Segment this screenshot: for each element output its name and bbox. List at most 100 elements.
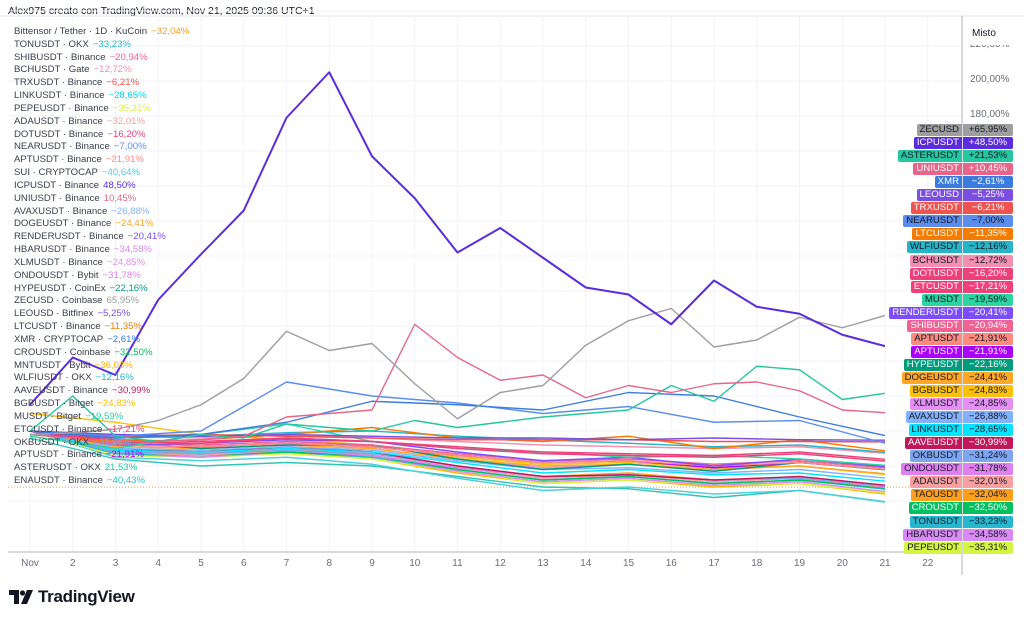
- legend-item[interactable]: OKBUSDT · OKX −31,24%: [14, 437, 189, 450]
- series-line-xmr: [29, 391, 886, 439]
- legend-item[interactable]: BCHUSDT · Gate −12,72%: [14, 64, 189, 77]
- legend-item[interactable]: SUI · CRYPTOCAP −40,64%: [14, 167, 189, 180]
- legend-change: −17,21%: [106, 423, 145, 435]
- price-label-symbol: XMR: [934, 176, 962, 189]
- legend-change: −20,41%: [127, 231, 166, 243]
- legend-item[interactable]: WLFIUSDT · OKX −12,16%: [14, 372, 189, 385]
- legend-item[interactable]: ICPUSDT · Binance 48,50%: [14, 180, 189, 193]
- x-tick-label: 8: [326, 558, 333, 569]
- legend-change: −12,72%: [93, 64, 132, 76]
- legend-item[interactable]: XMR · CRYPTOCAP −2,61%: [14, 334, 189, 347]
- legend-symbol: APTUSDT · Binance: [14, 449, 102, 461]
- x-tick-label: 14: [580, 558, 592, 569]
- price-label-value: −21,91%: [963, 332, 1013, 345]
- price-label-name: LTCUSDT: [912, 228, 962, 241]
- series-line-asterusdt: [29, 365, 886, 443]
- legend-item[interactable]: UNIUSDT · Binance 10,45%: [14, 193, 189, 206]
- legend-item[interactable]: ADAUSDT · Binance −32,01%: [14, 116, 189, 129]
- legend-item[interactable]: ZECUSD · Coinbase 65,95%: [14, 295, 189, 308]
- price-label-name: ETCUSDT: [910, 280, 962, 293]
- legend-item[interactable]: APTUSDT · Binance −21,91%: [14, 154, 189, 167]
- x-tick-label: Nov: [21, 558, 39, 569]
- legend-item[interactable]: ONDOUSDT · Bybit −31,78%: [14, 270, 189, 283]
- legend-item[interactable]: HYPEUSDT · CoinEx −22,16%: [14, 283, 189, 296]
- legend-item[interactable]: ENAUSDT · Binance −40,43%: [14, 475, 189, 488]
- legend-item[interactable]: HBARUSDT · Binance −34,58%: [14, 244, 189, 257]
- legend-symbol: HBARUSDT · Binance: [14, 244, 110, 256]
- x-tick-label: 9: [369, 558, 375, 569]
- price-label-value: −6,21%: [963, 202, 1013, 215]
- price-label-name: WLFIUSDT: [906, 241, 962, 254]
- legend-item[interactable]: LTCUSDT · Binance −11,35%: [14, 321, 189, 334]
- legend-item[interactable]: CROUSDT · Coinbase −32,50%: [14, 347, 189, 360]
- series-line-avaxusdt: [29, 430, 886, 479]
- x-tick-label: 6: [240, 558, 247, 569]
- legend-item[interactable]: MUSDT · Bitget −19,59%: [14, 411, 189, 424]
- legend-item[interactable]: DOGEUSDT · Binance −24,41%: [14, 218, 189, 231]
- series-line-linkusdt: [29, 430, 886, 482]
- legend-item[interactable]: MNTUSDT · Bybit −36,03%: [14, 360, 189, 373]
- legend-change: −16,20%: [107, 128, 146, 140]
- price-scale-mode[interactable]: Misto: [972, 28, 996, 39]
- legend-change: −28,65%: [108, 90, 147, 102]
- legend-symbol: BCHUSDT · Gate: [14, 64, 90, 76]
- legend-item[interactable]: LEOUSD · Bitfinex −5,25%: [14, 308, 189, 321]
- price-label-value: −30,99%: [963, 437, 1013, 450]
- price-label-value: +10,45%: [963, 163, 1013, 176]
- legend-change: −32,01%: [106, 115, 146, 127]
- legend-item[interactable]: Bittensor / Tether · 1D · KuCoin −32,04%: [14, 26, 189, 39]
- legend-symbol: SHIBUSDT · Binance: [14, 51, 106, 63]
- legend-item[interactable]: TONUSDT · OKX −33,23%: [14, 39, 189, 52]
- price-label-value: −32,04%: [963, 489, 1013, 502]
- x-tick-label: 18: [751, 558, 763, 569]
- legend-item[interactable]: NEARUSDT · Binance −7,00%: [14, 141, 189, 154]
- price-label-name: MUSDT: [921, 293, 962, 306]
- legend-symbol: AVAXUSDT · Binance: [14, 205, 108, 217]
- price-label-value: −20,41%: [963, 306, 1013, 319]
- tradingview-logo[interactable]: TradingView: [9, 587, 135, 607]
- x-tick-label: 12: [494, 558, 506, 569]
- x-tick-label: 4: [155, 558, 162, 569]
- legend-item[interactable]: AVAXUSDT · Binance −26,88%: [14, 206, 189, 219]
- legend: Bittensor / Tether · 1D · KuCoin −32,04% T…: [14, 26, 189, 488]
- price-label-value: −28,65%: [963, 424, 1013, 437]
- price-label-value: +21,53%: [963, 150, 1013, 163]
- legend-item[interactable]: RENDERUSDT · Binance −20,41%: [14, 231, 189, 244]
- price-label-name: ONDOUSDT: [901, 463, 962, 476]
- price-label-symbol: LTCUSDT: [912, 228, 962, 241]
- price-label-symbol: AAVEUSDT: [905, 437, 962, 450]
- price-label-symbol: TRXUSDT: [910, 202, 962, 215]
- price-label-value: −7,00%: [963, 215, 1013, 228]
- price-label-name: CROUSDT: [908, 502, 962, 515]
- legend-symbol: AAVEUSDT · Binance: [14, 385, 109, 397]
- price-label-name: BCHUSDT: [909, 254, 962, 267]
- legend-item[interactable]: AAVEUSDT · Binance −30,99%: [14, 385, 189, 398]
- x-tick-label: 13: [537, 558, 549, 569]
- price-label-name: XMR: [934, 176, 962, 189]
- legend-item[interactable]: DOTUSDT · Binance −16,20%: [14, 129, 189, 142]
- price-label-value: −17,21%: [963, 280, 1013, 293]
- x-tick-label: 5: [198, 558, 204, 569]
- legend-item[interactable]: APTUSDT · Binance −21,91%: [14, 449, 189, 462]
- legend-item[interactable]: TRXUSDT · Binance −6,21%: [14, 77, 189, 90]
- price-label-name: XLMUSDT: [910, 398, 962, 411]
- price-label-symbol: WLFIUSDT: [906, 241, 962, 254]
- x-tick-label: 3: [112, 558, 119, 569]
- price-label-name: APTUSDT: [911, 332, 962, 345]
- legend-symbol: ICPUSDT · Binance: [14, 179, 100, 191]
- series-line-etcusdt: [29, 430, 886, 462]
- legend-item[interactable]: SHIBUSDT · Binance −20,94%: [14, 52, 189, 65]
- legend-item[interactable]: LINKUSDT · Binance −28,65%: [14, 90, 189, 103]
- legend-change: −5,25%: [97, 308, 131, 320]
- legend-item[interactable]: XLMUSDT · Binance −24,85%: [14, 257, 189, 270]
- price-label-value: −2,61%: [963, 176, 1013, 189]
- legend-item[interactable]: ASTERUSDT · OKX 21,53%: [14, 462, 189, 475]
- price-label-symbol: TONUSDT: [909, 515, 962, 528]
- price-label-value: −12,72%: [963, 254, 1013, 267]
- legend-symbol: LINKUSDT · Binance: [14, 90, 105, 102]
- legend-item[interactable]: PEPEUSDT · Binance −35,31%: [14, 103, 189, 116]
- legend-item[interactable]: BGBUSDT · Bitget −24,83%: [14, 398, 189, 411]
- price-label-value: −19,59%: [963, 293, 1013, 306]
- legend-item[interactable]: ETCUSDT · Binance −17,21%: [14, 424, 189, 437]
